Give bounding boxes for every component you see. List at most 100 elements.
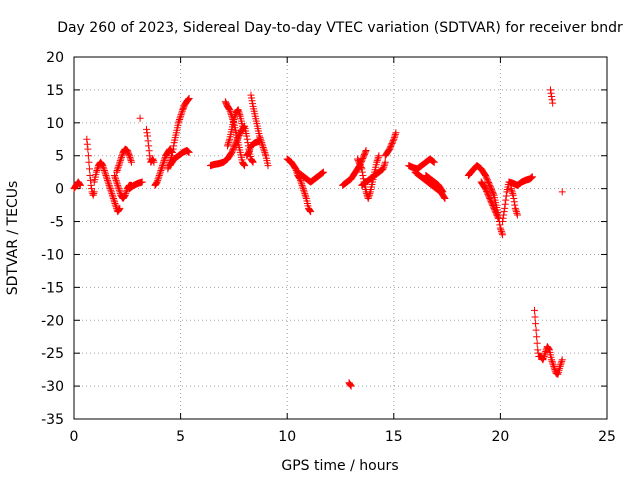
data-point (256, 134, 264, 142)
data-point (178, 109, 186, 117)
data-point (528, 173, 536, 181)
data-point (358, 165, 366, 173)
data-point (234, 106, 242, 114)
data-point (261, 148, 269, 156)
data-point (145, 147, 153, 155)
data-point (236, 111, 244, 119)
data-point (112, 176, 120, 184)
data-point (301, 190, 309, 198)
data-point (512, 206, 520, 214)
data-point (558, 356, 566, 364)
data-point (114, 165, 122, 173)
data-point (261, 150, 269, 158)
data-point (113, 180, 121, 188)
data-point (548, 357, 556, 365)
data-point (259, 144, 267, 151)
data-point (235, 107, 243, 115)
x-tick-label: 15 (385, 429, 403, 445)
data-point (98, 160, 106, 168)
data-point (115, 186, 123, 194)
data-point (246, 145, 254, 153)
data-point (533, 339, 541, 347)
data-point (155, 173, 163, 181)
data-point (102, 171, 110, 179)
data-point (101, 168, 109, 176)
data-point (243, 132, 251, 140)
data-point (239, 160, 247, 168)
data-point (84, 145, 92, 153)
data-point (532, 326, 540, 334)
y-tick-label: 0 (55, 182, 64, 198)
data-point (379, 165, 387, 173)
data-point (544, 344, 552, 352)
data-point (158, 162, 166, 170)
data-point (84, 152, 92, 160)
data-point (534, 346, 542, 354)
data-point (126, 153, 134, 161)
data-point (116, 158, 124, 166)
data-point (116, 204, 124, 212)
data-point (159, 160, 167, 168)
data-point (118, 152, 126, 160)
data-point (509, 191, 517, 199)
data-point (391, 132, 399, 140)
data-point (106, 185, 114, 193)
data-point (259, 142, 267, 150)
data-point (93, 167, 101, 175)
data-point (136, 114, 144, 122)
data-point (392, 129, 400, 137)
data-point (145, 142, 153, 150)
grid (74, 57, 607, 419)
data-point (300, 186, 308, 194)
data-point (224, 140, 232, 148)
data-point (76, 181, 84, 189)
data-point (501, 204, 509, 212)
data-point (112, 175, 120, 183)
data-point (144, 132, 152, 140)
data-point (319, 168, 327, 176)
data-point (380, 162, 388, 170)
data-point (500, 211, 508, 219)
data-point (128, 158, 136, 166)
data-point (494, 213, 502, 221)
data-point (87, 181, 95, 189)
data-point (75, 180, 83, 188)
data-point (146, 152, 154, 160)
data-point (244, 139, 252, 147)
data-point (85, 165, 93, 173)
data-point (244, 150, 252, 158)
data-point (142, 125, 150, 133)
data-point (110, 196, 118, 204)
data-point (226, 106, 234, 114)
data-point (241, 162, 249, 170)
data-point (115, 205, 123, 213)
data-point (556, 362, 564, 370)
data-point (533, 333, 541, 341)
x-tick-label: 0 (70, 429, 79, 445)
data-point (347, 381, 355, 389)
data-point (83, 140, 91, 148)
data-point (298, 180, 306, 188)
data-point (557, 361, 565, 369)
data-points (70, 86, 566, 390)
data-point (157, 167, 165, 175)
data-point (105, 181, 113, 189)
data-point (441, 195, 449, 203)
data-point (302, 193, 310, 201)
data-point (299, 185, 307, 193)
data-point (153, 178, 161, 186)
data-point (307, 208, 315, 216)
chart-title: Day 260 of 2023, Sidereal Day-to-day VTE… (57, 20, 623, 36)
data-point (502, 196, 510, 204)
data-point (107, 186, 115, 194)
data-point (115, 206, 123, 214)
data-point (347, 382, 355, 390)
data-point (115, 185, 123, 193)
data-point (540, 352, 548, 360)
data-point (116, 188, 124, 196)
data-point (225, 104, 233, 112)
data-point (100, 165, 108, 173)
data-point (531, 306, 539, 314)
data-point (549, 99, 557, 107)
data-point (105, 180, 113, 188)
